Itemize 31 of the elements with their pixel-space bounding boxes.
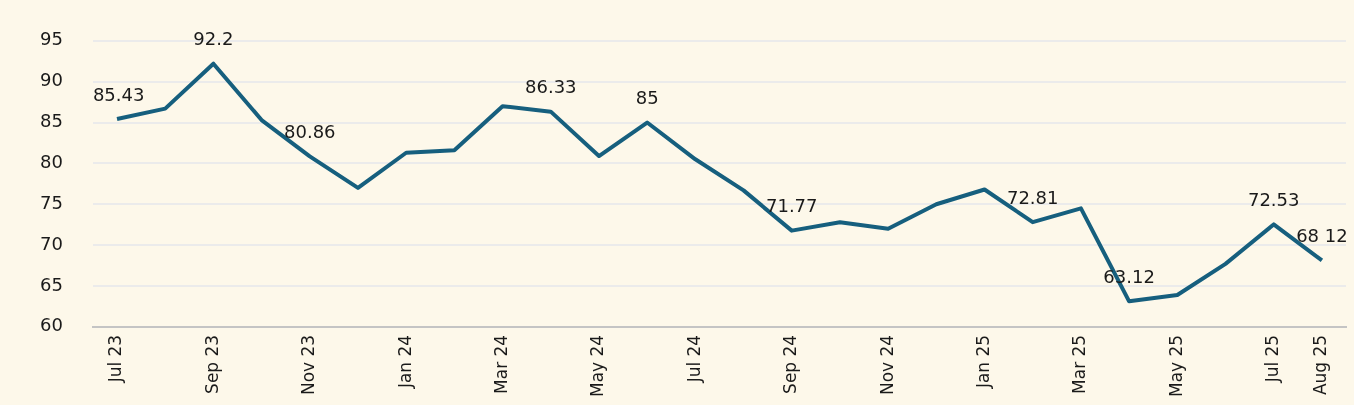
x-tick-label: Nov 24	[876, 334, 897, 396]
data-label: 72.53	[1247, 189, 1300, 211]
y-tick-label: 80	[40, 151, 63, 173]
y-tick-label: 90	[40, 69, 63, 91]
x-tick-label: Jul 24	[683, 334, 704, 384]
x-tick-label: Sep 24	[780, 334, 801, 394]
y-tick-label: 75	[40, 191, 63, 213]
x-tick-label: Mar 25	[1069, 334, 1090, 394]
y-tick-label: 70	[40, 232, 63, 254]
data-label: 80.86	[284, 121, 336, 143]
x-tick-label: Jan 25	[972, 334, 993, 390]
data-label: 68 12	[1296, 225, 1348, 247]
x-tick-label: Jan 24	[394, 334, 415, 390]
x-tick-label: Jul 25	[1262, 334, 1283, 384]
x-tick-label: May 25	[1165, 334, 1186, 398]
y-tick-label: 85	[40, 110, 63, 132]
data-label: 85.43	[92, 83, 145, 105]
x-tick-label: Jul 23	[105, 334, 126, 384]
data-label: 71.77	[765, 195, 818, 217]
data-label: 92.2	[193, 28, 234, 50]
y-tick-label: 65	[40, 273, 63, 295]
x-tick-label: Nov 23	[298, 334, 319, 396]
data-label: 86.33	[525, 76, 577, 98]
data-label: 85	[635, 87, 659, 109]
x-tick-label: May 24	[587, 334, 608, 398]
x-tick-label: Sep 23	[201, 334, 222, 394]
data-label: 72.81	[1006, 186, 1059, 208]
y-tick-label: 95	[40, 28, 63, 50]
y-tick-label: 60	[40, 314, 63, 336]
x-tick-label: Mar 24	[490, 334, 511, 394]
x-tick-label: Aug 25	[1310, 334, 1331, 396]
